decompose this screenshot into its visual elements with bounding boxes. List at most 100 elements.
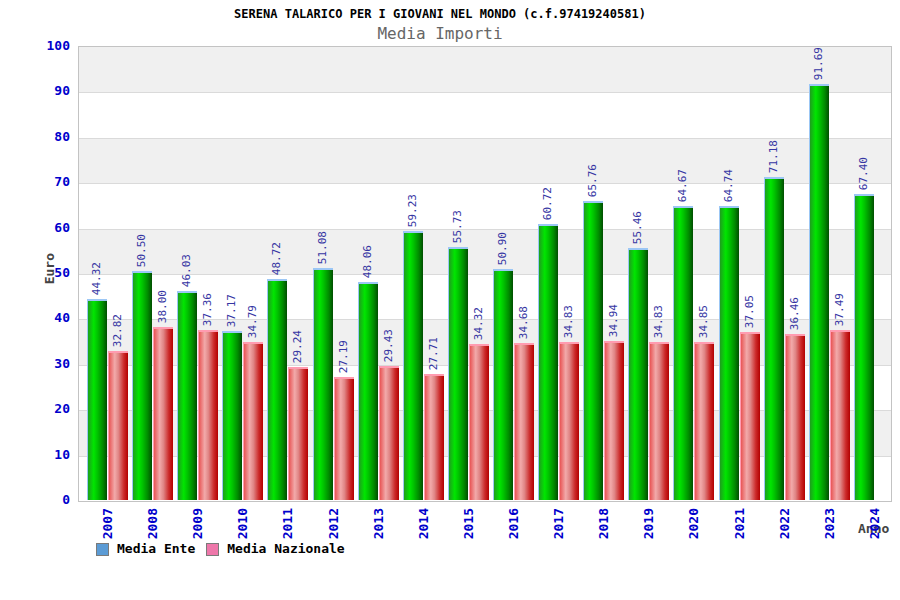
- bar-media-ente-2023: [809, 84, 829, 500]
- chart-page: SERENA TALARICO PER I GIOVANI NEL MONDO …: [0, 0, 900, 600]
- bar-top-cap: [133, 271, 152, 273]
- x-tick-label-2011: 2011: [280, 508, 295, 539]
- bar-value-label: 37.05: [743, 295, 756, 328]
- x-tick-label-2010: 2010: [235, 508, 250, 539]
- chart-legend: Media Ente Media Nazionale: [96, 542, 356, 556]
- bar-media-nazionale-2021: [740, 332, 760, 500]
- bar-media-nazionale-2019: [649, 342, 669, 500]
- legend-swatch-media-nazionale: [206, 543, 219, 556]
- bar-value-label: 55.73: [451, 210, 464, 243]
- bar-media-nazionale-2023: [830, 330, 850, 500]
- plot-band: [79, 47, 891, 92]
- y-tick-label: 10: [0, 447, 70, 462]
- bar-top-cap: [674, 206, 693, 208]
- bar-media-ente-2010: [222, 331, 242, 500]
- bar-media-nazionale-2012: [334, 377, 354, 500]
- bar-media-nazionale-2020: [694, 342, 714, 500]
- bar-media-nazionale-2007: [108, 351, 128, 500]
- bar-value-label: 32.82: [111, 314, 124, 347]
- x-tick-label-2015: 2015: [461, 508, 476, 539]
- bar-media-ente-2009: [177, 291, 197, 500]
- bar-top-cap: [584, 201, 603, 203]
- x-tick-label-2023: 2023: [822, 508, 837, 539]
- bar-value-label: 27.19: [337, 340, 350, 373]
- bar-top-cap: [831, 330, 850, 332]
- x-tick-label-2020: 2020: [686, 508, 701, 539]
- bar-value-label: 29.24: [291, 330, 304, 363]
- bar-top-cap: [223, 331, 242, 333]
- bar-top-cap: [810, 84, 829, 86]
- bar-value-label: 48.72: [270, 242, 283, 275]
- bar-top-cap: [289, 367, 308, 369]
- bar-value-label: 55.46: [631, 211, 644, 244]
- legend-label-media-ente: Media Ente: [117, 542, 195, 556]
- bar-top-cap: [605, 341, 624, 343]
- x-tick-label-2022: 2022: [777, 508, 792, 539]
- bar-media-ente-2012: [313, 268, 333, 500]
- gridline: [79, 138, 891, 139]
- bar-value-label: 29.43: [382, 329, 395, 362]
- bar-top-cap: [109, 351, 128, 353]
- bar-media-nazionale-2015: [469, 344, 489, 500]
- y-tick-label: 40: [0, 310, 70, 325]
- bar-top-cap: [244, 342, 263, 344]
- bar-top-cap: [855, 194, 874, 196]
- y-tick-label: 20: [0, 401, 70, 416]
- bar-media-nazionale-2013: [379, 366, 399, 500]
- x-tick-label-2016: 2016: [506, 508, 521, 539]
- bar-media-ente-2014: [403, 231, 423, 500]
- x-tick-label-2008: 2008: [145, 508, 160, 539]
- y-tick-label: 80: [0, 129, 70, 144]
- bar-media-ente-2022: [764, 177, 784, 500]
- bar-value-label: 34.85: [697, 305, 710, 338]
- bar-media-nazionale-2010: [243, 342, 263, 500]
- legend-item-media-ente: Media Ente: [96, 542, 195, 556]
- bar-top-cap: [380, 366, 399, 368]
- bar-top-cap: [88, 299, 107, 301]
- bar-value-label: 71.18: [767, 140, 780, 173]
- bar-top-cap: [650, 342, 669, 344]
- bar-value-label: 59.23: [406, 194, 419, 227]
- y-tick-label: 30: [0, 356, 70, 371]
- bar-value-label: 34.68: [517, 306, 530, 339]
- bar-value-label: 34.94: [607, 304, 620, 337]
- bar-value-label: 48.06: [361, 245, 374, 278]
- x-tick-label-2019: 2019: [641, 508, 656, 539]
- bar-top-cap: [335, 377, 354, 379]
- bar-value-label: 44.32: [90, 262, 103, 295]
- x-tick-label-2007: 2007: [100, 508, 115, 539]
- bar-value-label: 36.46: [788, 297, 801, 330]
- bar-media-ente-2020: [673, 206, 693, 500]
- bar-media-ente-2016: [493, 269, 513, 500]
- bar-value-label: 46.03: [180, 254, 193, 287]
- x-tick-label-2012: 2012: [326, 508, 341, 539]
- bar-media-nazionale-2018: [604, 341, 624, 500]
- bar-media-ente-2013: [358, 282, 378, 500]
- bar-top-cap: [720, 206, 739, 208]
- bar-top-cap: [470, 344, 489, 346]
- plot-band: [79, 92, 891, 137]
- bar-media-ente-2018: [583, 201, 603, 500]
- y-tick-label: 0: [0, 492, 70, 507]
- bar-value-label: 91.69: [812, 47, 825, 80]
- bar-top-cap: [425, 374, 444, 376]
- legend-label-media-nazionale: Media Nazionale: [227, 542, 344, 556]
- y-tick-label: 60: [0, 220, 70, 235]
- bar-media-ente-2008: [132, 271, 152, 500]
- bar-value-label: 34.32: [472, 307, 485, 340]
- x-tick-label-2021: 2021: [732, 508, 747, 539]
- bar-media-ente-2024: [854, 194, 874, 500]
- bar-top-cap: [765, 177, 784, 179]
- bar-top-cap: [629, 248, 648, 250]
- bar-value-label: 34.83: [652, 305, 665, 338]
- bar-top-cap: [539, 224, 558, 226]
- bar-value-label: 67.40: [857, 157, 870, 190]
- bar-value-label: 27.71: [427, 337, 440, 370]
- y-tick-label: 100: [0, 38, 70, 53]
- x-tick-label-2013: 2013: [371, 508, 386, 539]
- bar-value-label: 34.83: [562, 305, 575, 338]
- bar-value-label: 37.49: [833, 293, 846, 326]
- bar-media-nazionale-2008: [153, 327, 173, 500]
- bar-value-label: 50.90: [496, 232, 509, 265]
- bar-media-nazionale-2022: [785, 334, 805, 500]
